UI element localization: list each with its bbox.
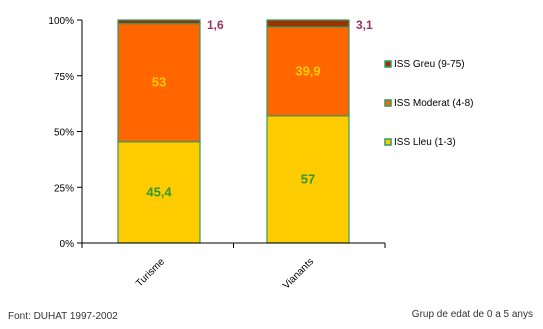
legend-marker	[384, 138, 392, 146]
legend-label: ISS Moderat (4-8)	[394, 98, 473, 109]
bars-group	[117, 19, 350, 244]
data-labels-group: 45,4 53 1,6 57 39,9 3,1	[146, 18, 373, 199]
data-label-2-2: 39,9	[295, 63, 320, 78]
legend-marker	[384, 60, 392, 68]
y-tick-label: 0%	[60, 239, 75, 250]
y-tick-label: 50%	[54, 128, 74, 139]
bar-segment-1-1	[117, 141, 201, 244]
y-tick-label: 100%	[48, 16, 74, 27]
bar-segment-2-3	[266, 19, 350, 28]
y-tick-label: 75%	[54, 72, 74, 83]
y-tick-label: 25%	[54, 183, 74, 194]
legend-marker	[384, 99, 392, 107]
bar-segment-1-3	[117, 19, 201, 25]
bar-segment-1-2	[117, 22, 201, 143]
legend-label: ISS Lleu (1-3)	[394, 137, 456, 148]
data-label-2-3: 3,1	[356, 18, 373, 32]
data-label-2-1: 57	[301, 171, 315, 186]
data-label-1-2: 53	[152, 75, 166, 90]
age-group-note: Grup de edat de 0 a 5 anys	[411, 309, 533, 320]
x-category-label: Vianants	[281, 256, 316, 291]
data-label-1-3: 1,6	[207, 18, 224, 32]
legend: ISS Greu (9-75) ISS Moderat (4-8) ISS Lleu…	[384, 59, 473, 148]
data-label-1-1: 45,4	[146, 184, 172, 199]
source-note: Font: DUHAT 1997-2002	[8, 311, 118, 322]
legend-label: ISS Greu (9-75)	[394, 59, 465, 70]
bar-segment-2-2	[266, 26, 350, 117]
x-category-label: Turisme	[134, 256, 167, 289]
